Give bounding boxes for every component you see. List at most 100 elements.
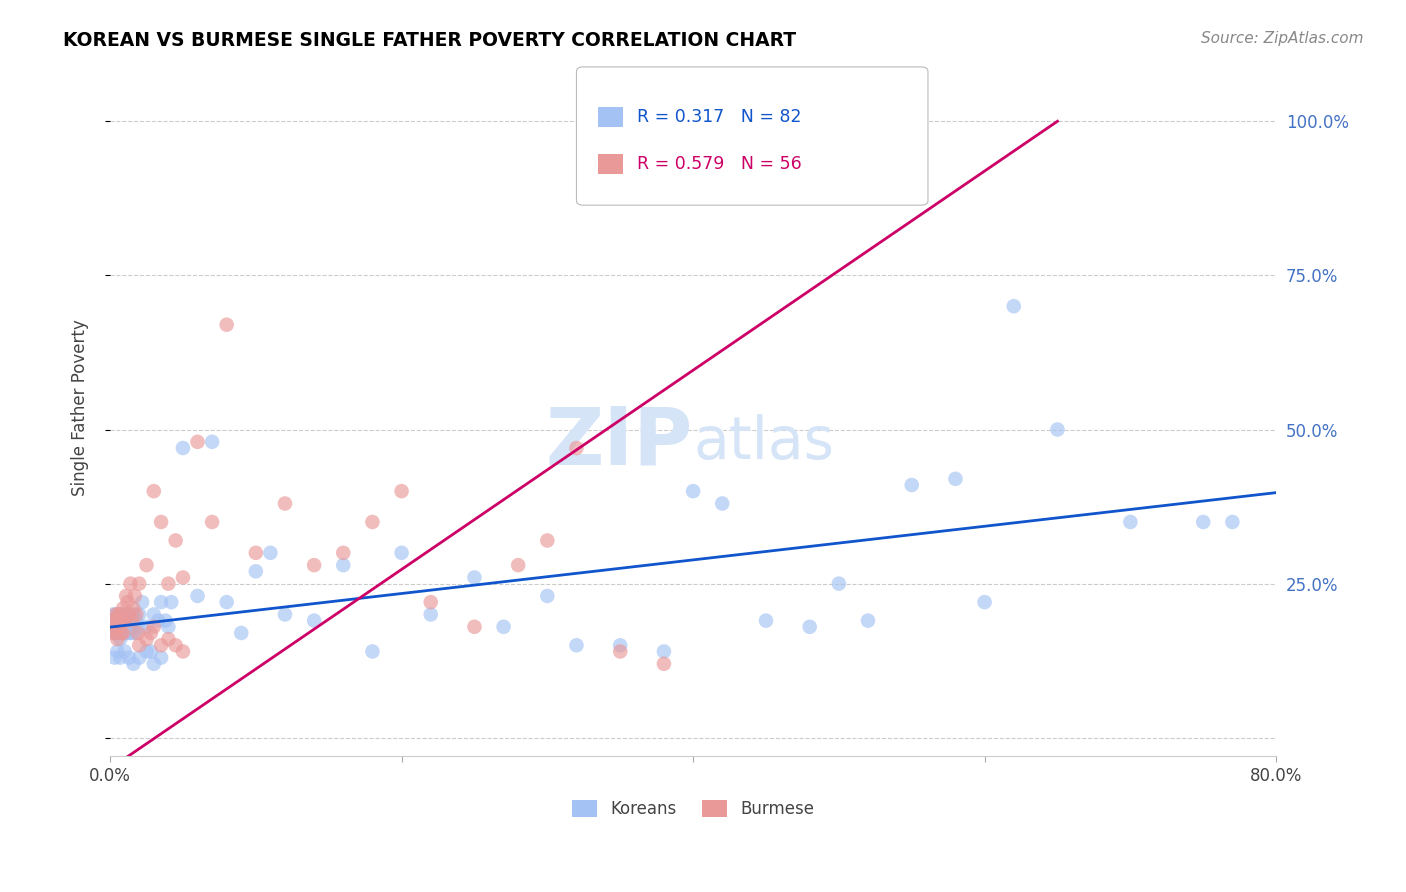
Point [112,626,135,640]
Point [231,626,253,640]
Point [112,601,135,615]
Point [536,533,558,548]
Point [419,607,441,622]
Point [150,595,173,609]
Y-axis label: Single Father Poverty: Single Father Poverty [72,319,89,496]
Point [101,607,124,622]
Point [1222,515,1244,529]
Point [150,650,173,665]
Point [142,620,165,634]
Point [186,589,208,603]
Point [101,626,124,640]
Point [125,607,148,622]
Point [245,564,267,578]
Point [108,620,131,634]
Text: atlas: atlas [693,414,834,471]
Point [900,478,922,492]
Point [135,644,157,658]
Point [463,620,485,634]
Point [128,576,150,591]
Point [142,484,165,499]
Point [128,607,150,622]
Point [111,607,134,622]
Point [332,558,354,573]
Point [508,558,530,573]
Point [139,644,162,658]
Point [973,595,995,609]
Point [135,620,157,634]
Point [332,546,354,560]
Point [536,589,558,603]
Point [103,650,125,665]
Point [135,632,157,647]
Point [172,441,194,455]
Point [157,576,180,591]
Point [108,607,131,622]
Point [114,644,136,658]
Point [215,318,238,332]
Point [259,546,281,560]
Point [117,620,139,634]
Point [157,632,180,647]
Point [105,632,128,647]
Text: KOREAN VS BURMESE SINGLE FATHER POVERTY CORRELATION CHART: KOREAN VS BURMESE SINGLE FATHER POVERTY … [63,31,796,50]
Point [103,626,125,640]
Point [139,626,162,640]
Point [121,614,143,628]
Point [565,638,588,652]
Point [361,644,384,658]
Point [128,650,150,665]
Point [652,657,675,671]
Point [105,626,128,640]
Point [186,434,208,449]
Point [103,614,125,628]
Point [142,657,165,671]
Point [274,496,297,510]
Point [117,595,139,609]
Point [302,558,325,573]
Point [103,620,125,634]
Point [828,576,851,591]
Point [755,614,778,628]
Point [111,626,134,640]
Point [124,589,146,603]
Point [302,614,325,628]
Point [122,607,145,622]
Point [112,614,135,628]
Point [110,632,132,647]
Point [118,650,141,665]
Point [565,441,588,455]
Point [124,626,146,640]
Point [135,558,157,573]
Point [112,626,135,640]
Point [115,614,138,628]
Point [104,620,127,634]
Point [609,644,631,658]
Point [110,607,132,622]
Point [945,472,967,486]
Text: R = 0.317   N = 82: R = 0.317 N = 82 [637,108,801,126]
Point [114,607,136,622]
Point [165,533,187,548]
Point [105,644,128,658]
Point [172,644,194,658]
Point [1192,515,1215,529]
Point [104,626,127,640]
Point [104,607,127,622]
Point [856,614,879,628]
Point [127,626,149,640]
Point [105,614,128,628]
Text: Source: ZipAtlas.com: Source: ZipAtlas.com [1201,31,1364,46]
Point [100,614,122,628]
Point [711,496,734,510]
Point [150,515,173,529]
Point [122,657,145,671]
Point [110,650,132,665]
Point [115,626,138,640]
Point [391,546,413,560]
Point [121,626,143,640]
Point [108,620,131,634]
Point [492,620,515,634]
Point [142,607,165,622]
Point [155,614,177,628]
